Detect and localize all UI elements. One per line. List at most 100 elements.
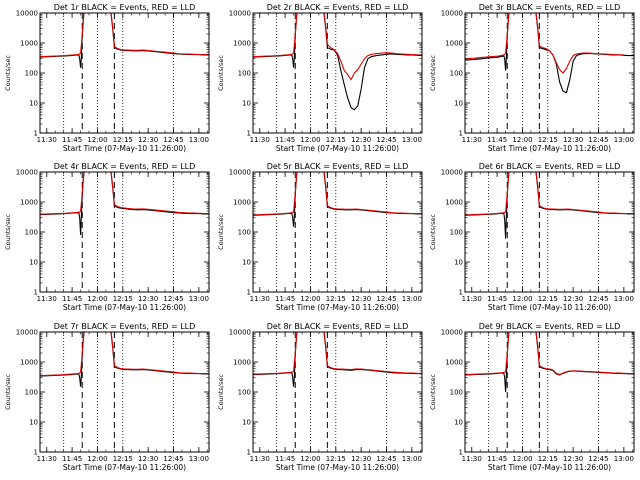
y-tick-label: 10: [454, 100, 463, 108]
y-tick-label: 100: [25, 70, 38, 78]
x-axis-label: Start Time (07-May-10 11:26:00): [488, 463, 611, 472]
x-tick-label: 13:00: [189, 295, 209, 303]
y-tick-label: 1000: [20, 359, 38, 367]
y-tick-label: 1000: [20, 40, 38, 48]
y-tick-label: 10: [29, 259, 38, 267]
y-tick-label: 10: [29, 100, 38, 108]
panel-4r: Det 4r BLACK = Events, RED = LLD 1 10 100 10…: [4, 162, 210, 312]
x-tick-label: 12:30: [563, 455, 583, 463]
y-tick-label: 10: [242, 100, 251, 108]
x-tick-label: 12:00: [300, 455, 320, 463]
y-tick-label: 1: [34, 289, 38, 297]
y-tick-label: 100: [25, 229, 38, 237]
panel-6r: Det 6r BLACK = Events, RED = LLD 1 10 100 10…: [429, 162, 635, 312]
y-tick-label: 10000: [441, 169, 463, 177]
x-tick-label: 11:45: [62, 295, 82, 303]
x-tick-label: 11:30: [462, 295, 482, 303]
x-axis-label: Start Time (07-May-10 11:26:00): [488, 303, 611, 312]
y-tick-label: 1000: [445, 40, 463, 48]
x-tick-label: 12:30: [351, 295, 371, 303]
x-tick-label: 13:00: [614, 455, 634, 463]
x-tick-label: 12:15: [538, 136, 558, 144]
y-tick-label: 100: [450, 229, 463, 237]
events-series-line: [40, 13, 209, 68]
x-tick-label: 11:45: [275, 136, 295, 144]
x-axis-label: Start Time (07-May-10 11:26:00): [276, 144, 399, 153]
y-tick-label: 100: [25, 389, 38, 397]
x-tick-label: 11:30: [250, 295, 270, 303]
x-tick-label: 12:30: [351, 455, 371, 463]
x-tick-label: 12:45: [376, 136, 396, 144]
x-tick-label: 12:00: [87, 295, 107, 303]
panel-title: Det 6r BLACK = Events, RED = LLD: [479, 162, 621, 171]
y-tick-label: 1: [34, 449, 38, 457]
x-tick-label: 11:45: [62, 455, 82, 463]
x-tick-label: 12:15: [326, 295, 346, 303]
y-axis-label: Counts/sec: [217, 374, 225, 410]
x-tick-label: 11:45: [487, 455, 507, 463]
x-tick-label: 12:15: [113, 295, 133, 303]
x-tick-label: 13:00: [402, 455, 422, 463]
x-tick-label: 11:45: [275, 295, 295, 303]
y-tick-label: 1: [247, 289, 251, 297]
y-tick-label: 1000: [233, 199, 251, 207]
x-tick-label: 12:45: [163, 455, 183, 463]
panel-9r: Det 9r BLACK = Events, RED = LLD 1 10 100 10…: [429, 322, 635, 472]
lld-series-line: [465, 13, 624, 74]
lld-series-line: [40, 13, 209, 58]
x-tick-label: 12:15: [538, 455, 558, 463]
plot-frame: [464, 171, 635, 293]
x-tick-label: 11:30: [250, 136, 270, 144]
x-tick-label: 12:15: [538, 295, 558, 303]
y-tick-label: 1: [247, 130, 251, 138]
panel-title: Det 7r BLACK = Events, RED = LLD: [54, 322, 196, 331]
x-tick-label: 12:15: [326, 136, 346, 144]
events-series-line: [465, 172, 634, 239]
y-tick-label: 10000: [16, 329, 38, 337]
y-tick-label: 10: [242, 259, 251, 267]
y-axis-label: Counts/sec: [4, 55, 12, 91]
x-axis-label: Start Time (07-May-10 11:26:00): [276, 463, 399, 472]
y-tick-label: 10000: [229, 329, 251, 337]
events-series-line: [40, 332, 209, 387]
plot-frame: [464, 12, 635, 134]
x-axis-label: Start Time (07-May-10 11:26:00): [276, 303, 399, 312]
x-tick-label: 11:30: [250, 455, 270, 463]
panel-title: Det 9r BLACK = Events, RED = LLD: [479, 322, 621, 331]
x-tick-label: 12:45: [588, 455, 608, 463]
y-axis-label: Counts/sec: [429, 374, 437, 410]
y-tick-label: 1: [459, 289, 463, 297]
y-tick-label: 10000: [441, 329, 463, 337]
y-axis-label: Counts/sec: [4, 214, 12, 250]
x-tick-label: 12:00: [300, 136, 320, 144]
lld-series-line: [465, 172, 634, 216]
x-tick-label: 11:30: [462, 455, 482, 463]
x-tick-label: 11:30: [37, 136, 57, 144]
panel-3r: Det 3r BLACK = Events, RED = LLD 1 10 100 10…: [429, 3, 635, 153]
y-tick-label: 1000: [20, 199, 38, 207]
x-tick-label: 12:45: [376, 455, 396, 463]
panel-7r: Det 7r BLACK = Events, RED = LLD 1 10 100 10…: [4, 322, 210, 472]
y-axis-label: Counts/sec: [217, 214, 225, 250]
y-axis-label: Counts/sec: [429, 55, 437, 91]
y-tick-label: 1: [34, 130, 38, 138]
events-series-line: [40, 172, 209, 235]
y-axis-label: Counts/sec: [429, 214, 437, 250]
x-tick-label: 13:00: [402, 136, 422, 144]
plot-frame: [464, 331, 635, 453]
plot-frame: [39, 331, 210, 453]
events-series-line: [253, 332, 422, 387]
x-tick-label: 12:00: [512, 295, 532, 303]
x-tick-label: 12:45: [163, 136, 183, 144]
y-tick-label: 10: [454, 419, 463, 427]
x-tick-label: 12:15: [113, 455, 133, 463]
x-tick-label: 12:00: [87, 455, 107, 463]
panel-title: Det 4r BLACK = Events, RED = LLD: [54, 162, 196, 171]
x-tick-label: 13:00: [614, 136, 634, 144]
y-tick-label: 10000: [16, 10, 38, 18]
x-axis-label: Start Time (07-May-10 11:26:00): [63, 463, 186, 472]
plot-frame: [252, 171, 423, 293]
plot-frame: [39, 171, 210, 293]
y-tick-label: 10000: [229, 169, 251, 177]
